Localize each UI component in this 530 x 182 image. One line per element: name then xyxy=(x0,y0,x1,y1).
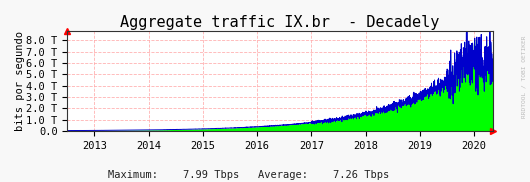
Y-axis label: bits por segundo: bits por segundo xyxy=(15,31,25,131)
Text: Maximum:    7.99 Tbps   Average:    7.26 Tbps: Maximum: 7.99 Tbps Average: 7.26 Tbps xyxy=(109,170,390,180)
Text: RRDTOOL / TOBI OETIKER: RRDTOOL / TOBI OETIKER xyxy=(522,35,526,118)
Title: Aggregate traffic IX.br  - Decadely: Aggregate traffic IX.br - Decadely xyxy=(120,15,440,30)
